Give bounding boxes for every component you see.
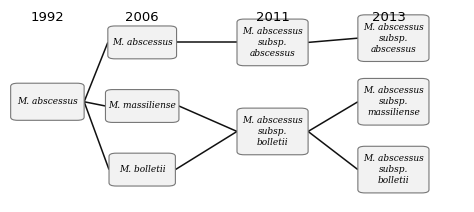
FancyBboxPatch shape — [358, 146, 429, 193]
Text: M. abscessus
subsp.
massiliense: M. abscessus subsp. massiliense — [363, 86, 424, 117]
Text: 2011: 2011 — [255, 11, 290, 24]
Text: M. abscessus: M. abscessus — [17, 97, 78, 106]
FancyBboxPatch shape — [358, 78, 429, 125]
FancyBboxPatch shape — [11, 83, 84, 120]
FancyBboxPatch shape — [237, 19, 308, 66]
FancyBboxPatch shape — [105, 89, 179, 123]
Text: 2013: 2013 — [372, 11, 406, 24]
Text: M. massiliense: M. massiliense — [108, 102, 176, 110]
FancyBboxPatch shape — [358, 15, 429, 61]
FancyBboxPatch shape — [237, 108, 308, 155]
Text: M. abscessus: M. abscessus — [112, 38, 173, 47]
Text: M. bolletii: M. bolletii — [119, 165, 165, 174]
Text: M. abscessus
subsp.
abscessus: M. abscessus subsp. abscessus — [363, 22, 424, 54]
Text: M. abscessus
subsp.
abscessus: M. abscessus subsp. abscessus — [242, 27, 303, 58]
Text: M. abscessus
subsp.
bolletii: M. abscessus subsp. bolletii — [242, 116, 303, 147]
FancyBboxPatch shape — [109, 153, 175, 186]
Text: 1992: 1992 — [30, 11, 64, 24]
Text: M. abscessus
subsp.
bolletii: M. abscessus subsp. bolletii — [363, 154, 424, 185]
FancyBboxPatch shape — [108, 26, 176, 59]
Text: 2006: 2006 — [126, 11, 159, 24]
